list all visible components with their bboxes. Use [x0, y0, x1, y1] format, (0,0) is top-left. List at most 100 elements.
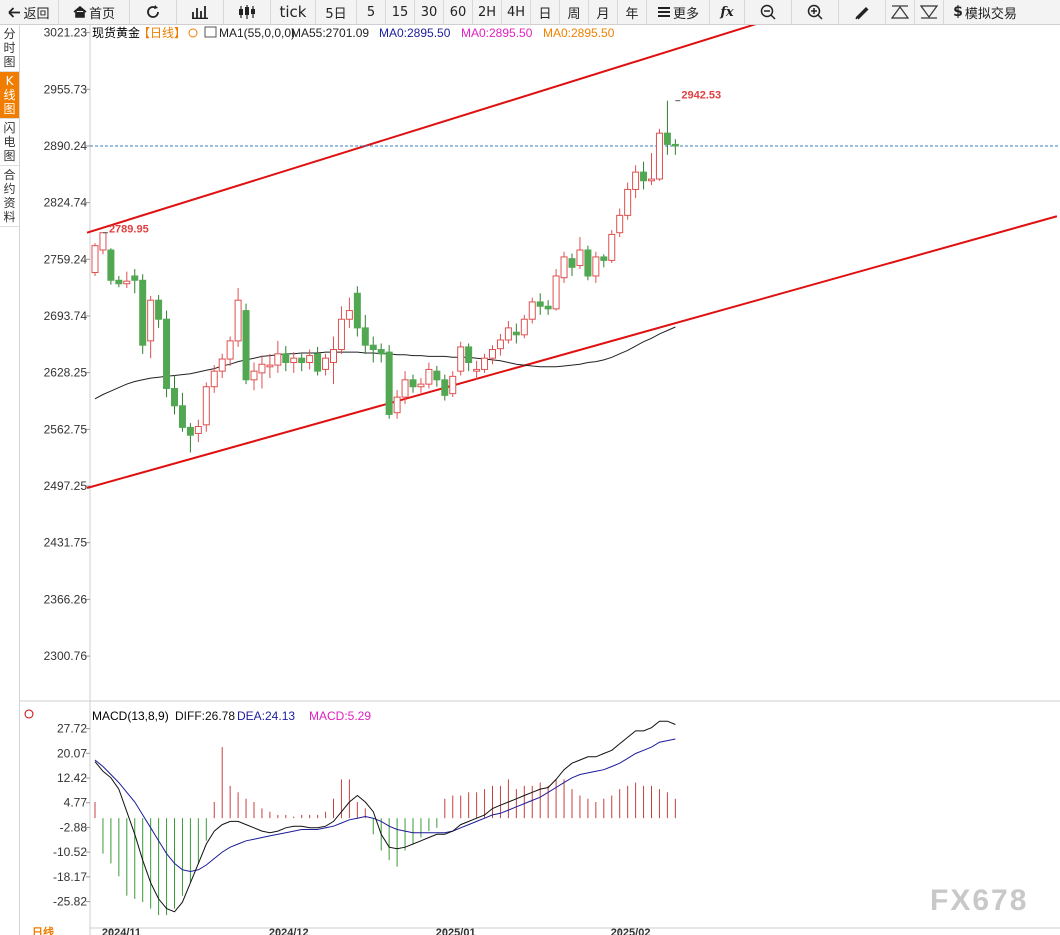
period-week[interactable]: 周: [560, 0, 589, 24]
side-tab-1[interactable]: K 线 图: [0, 72, 19, 119]
period-2h[interactable]: 2H: [473, 0, 502, 24]
macd-y-tick-label: 27.72: [57, 722, 87, 736]
candle: [544, 300, 552, 315]
draw-button[interactable]: [839, 0, 886, 24]
candle-body: [465, 346, 473, 363]
home-button[interactable]: 首页: [59, 0, 130, 24]
candle: [218, 353, 226, 379]
candle: [330, 336, 337, 385]
candle-body: [123, 280, 131, 285]
candle: [536, 293, 544, 315]
candle-body: [552, 275, 560, 310]
candle: [401, 371, 409, 405]
side-tab-0[interactable]: 分 时 图: [0, 25, 19, 72]
candle: [600, 254, 608, 268]
candle-body: [99, 232, 107, 251]
candlestick-icon: [239, 5, 255, 19]
candle: [671, 139, 679, 155]
price-annotation: 2789.95: [109, 224, 149, 236]
zoom-out-button[interactable]: [745, 0, 792, 24]
candle-body: [544, 305, 552, 310]
y-tick-label: 2497.25: [44, 479, 88, 493]
candle-body: [528, 301, 536, 320]
candle-body: [401, 379, 409, 398]
candle: [202, 382, 210, 432]
kline-type-button[interactable]: [177, 0, 224, 24]
candle-body: [361, 327, 369, 346]
candle: [345, 297, 353, 328]
arrow-down-button[interactable]: [915, 0, 944, 24]
candle: [258, 355, 266, 389]
period-year[interactable]: 年: [618, 0, 647, 24]
candle: [465, 343, 473, 372]
period-30min[interactable]: 30: [415, 0, 444, 24]
period-day[interactable]: 日: [531, 0, 560, 24]
candle: [337, 306, 345, 354]
candle: [576, 237, 584, 270]
candle: [655, 128, 663, 181]
candle: [274, 340, 282, 373]
period-5day[interactable]: 5日: [316, 0, 357, 24]
candle-body: [457, 346, 465, 372]
zoom-in-button[interactable]: [792, 0, 839, 24]
period-label: 月: [596, 6, 610, 22]
candle: [186, 423, 194, 453]
sim-trade-button[interactable]: $ 模拟交易: [944, 0, 1026, 24]
candle: [194, 419, 202, 443]
candle-body: [663, 132, 671, 145]
candle-body: [194, 426, 202, 434]
candle-body: [536, 301, 544, 307]
period-label: 年: [625, 6, 639, 22]
side-tab-3[interactable]: 合 约 资 料: [0, 166, 19, 227]
more-button[interactable]: 更多: [647, 0, 710, 24]
candle: [282, 346, 290, 372]
candle: [171, 375, 178, 415]
formula-button[interactable]: fx: [710, 0, 745, 24]
back-button[interactable]: 返回: [0, 0, 59, 24]
pencil-icon: [855, 7, 869, 20]
refresh-button[interactable]: [130, 0, 177, 24]
candle: [504, 320, 512, 344]
chart-title: 现货黄金: [92, 25, 140, 40]
period-month[interactable]: 月: [589, 0, 618, 24]
period-label: 2H: [477, 4, 497, 20]
candle: [266, 353, 274, 379]
tick-button[interactable]: tick: [271, 0, 316, 24]
chart-area[interactable]: 3021.23 2955.73 2890.24 2824.74 2759.24 2693.…: [20, 25, 1060, 935]
period-label: 30: [420, 4, 438, 20]
candle: [409, 374, 417, 393]
candle-body: [600, 256, 608, 261]
candle-body: [393, 396, 401, 414]
side-tab-2[interactable]: 闪 电 图: [0, 119, 19, 166]
candle-body: [171, 387, 178, 407]
candle-body: [496, 339, 504, 350]
period-15min[interactable]: 15: [386, 0, 415, 24]
y-tick-label: 3021.23: [44, 26, 88, 40]
candle-body: [306, 355, 314, 364]
macd-legend-item: DIFF:26.78: [175, 709, 235, 723]
candle-body: [250, 370, 258, 381]
candle: [361, 314, 369, 354]
candle: [91, 243, 99, 276]
macd-legend-item: DEA:24.13: [237, 709, 295, 723]
sim-trade-label: 模拟交易: [964, 6, 1017, 22]
candle-body: [592, 256, 600, 277]
period-60min[interactable]: 60: [444, 0, 473, 24]
candle-body: [449, 375, 457, 395]
candle: [226, 336, 234, 366]
y-tick-label: 2955.73: [44, 82, 88, 96]
macd-y-tick-label: -10.52: [53, 845, 87, 859]
bar-chart-icon: [192, 6, 208, 19]
candle: [147, 295, 155, 359]
candle-type-button[interactable]: [224, 0, 271, 24]
macd-y-tick-label: -25.82: [53, 895, 87, 909]
candle-body: [242, 310, 250, 381]
candle: [568, 253, 576, 276]
period-5min[interactable]: 5: [357, 0, 386, 24]
watermark: FX678: [930, 884, 1028, 917]
arrow-up-button[interactable]: [886, 0, 915, 24]
period-4h[interactable]: 4H: [502, 0, 531, 24]
candle-body: [155, 299, 163, 320]
candle: [353, 286, 361, 337]
